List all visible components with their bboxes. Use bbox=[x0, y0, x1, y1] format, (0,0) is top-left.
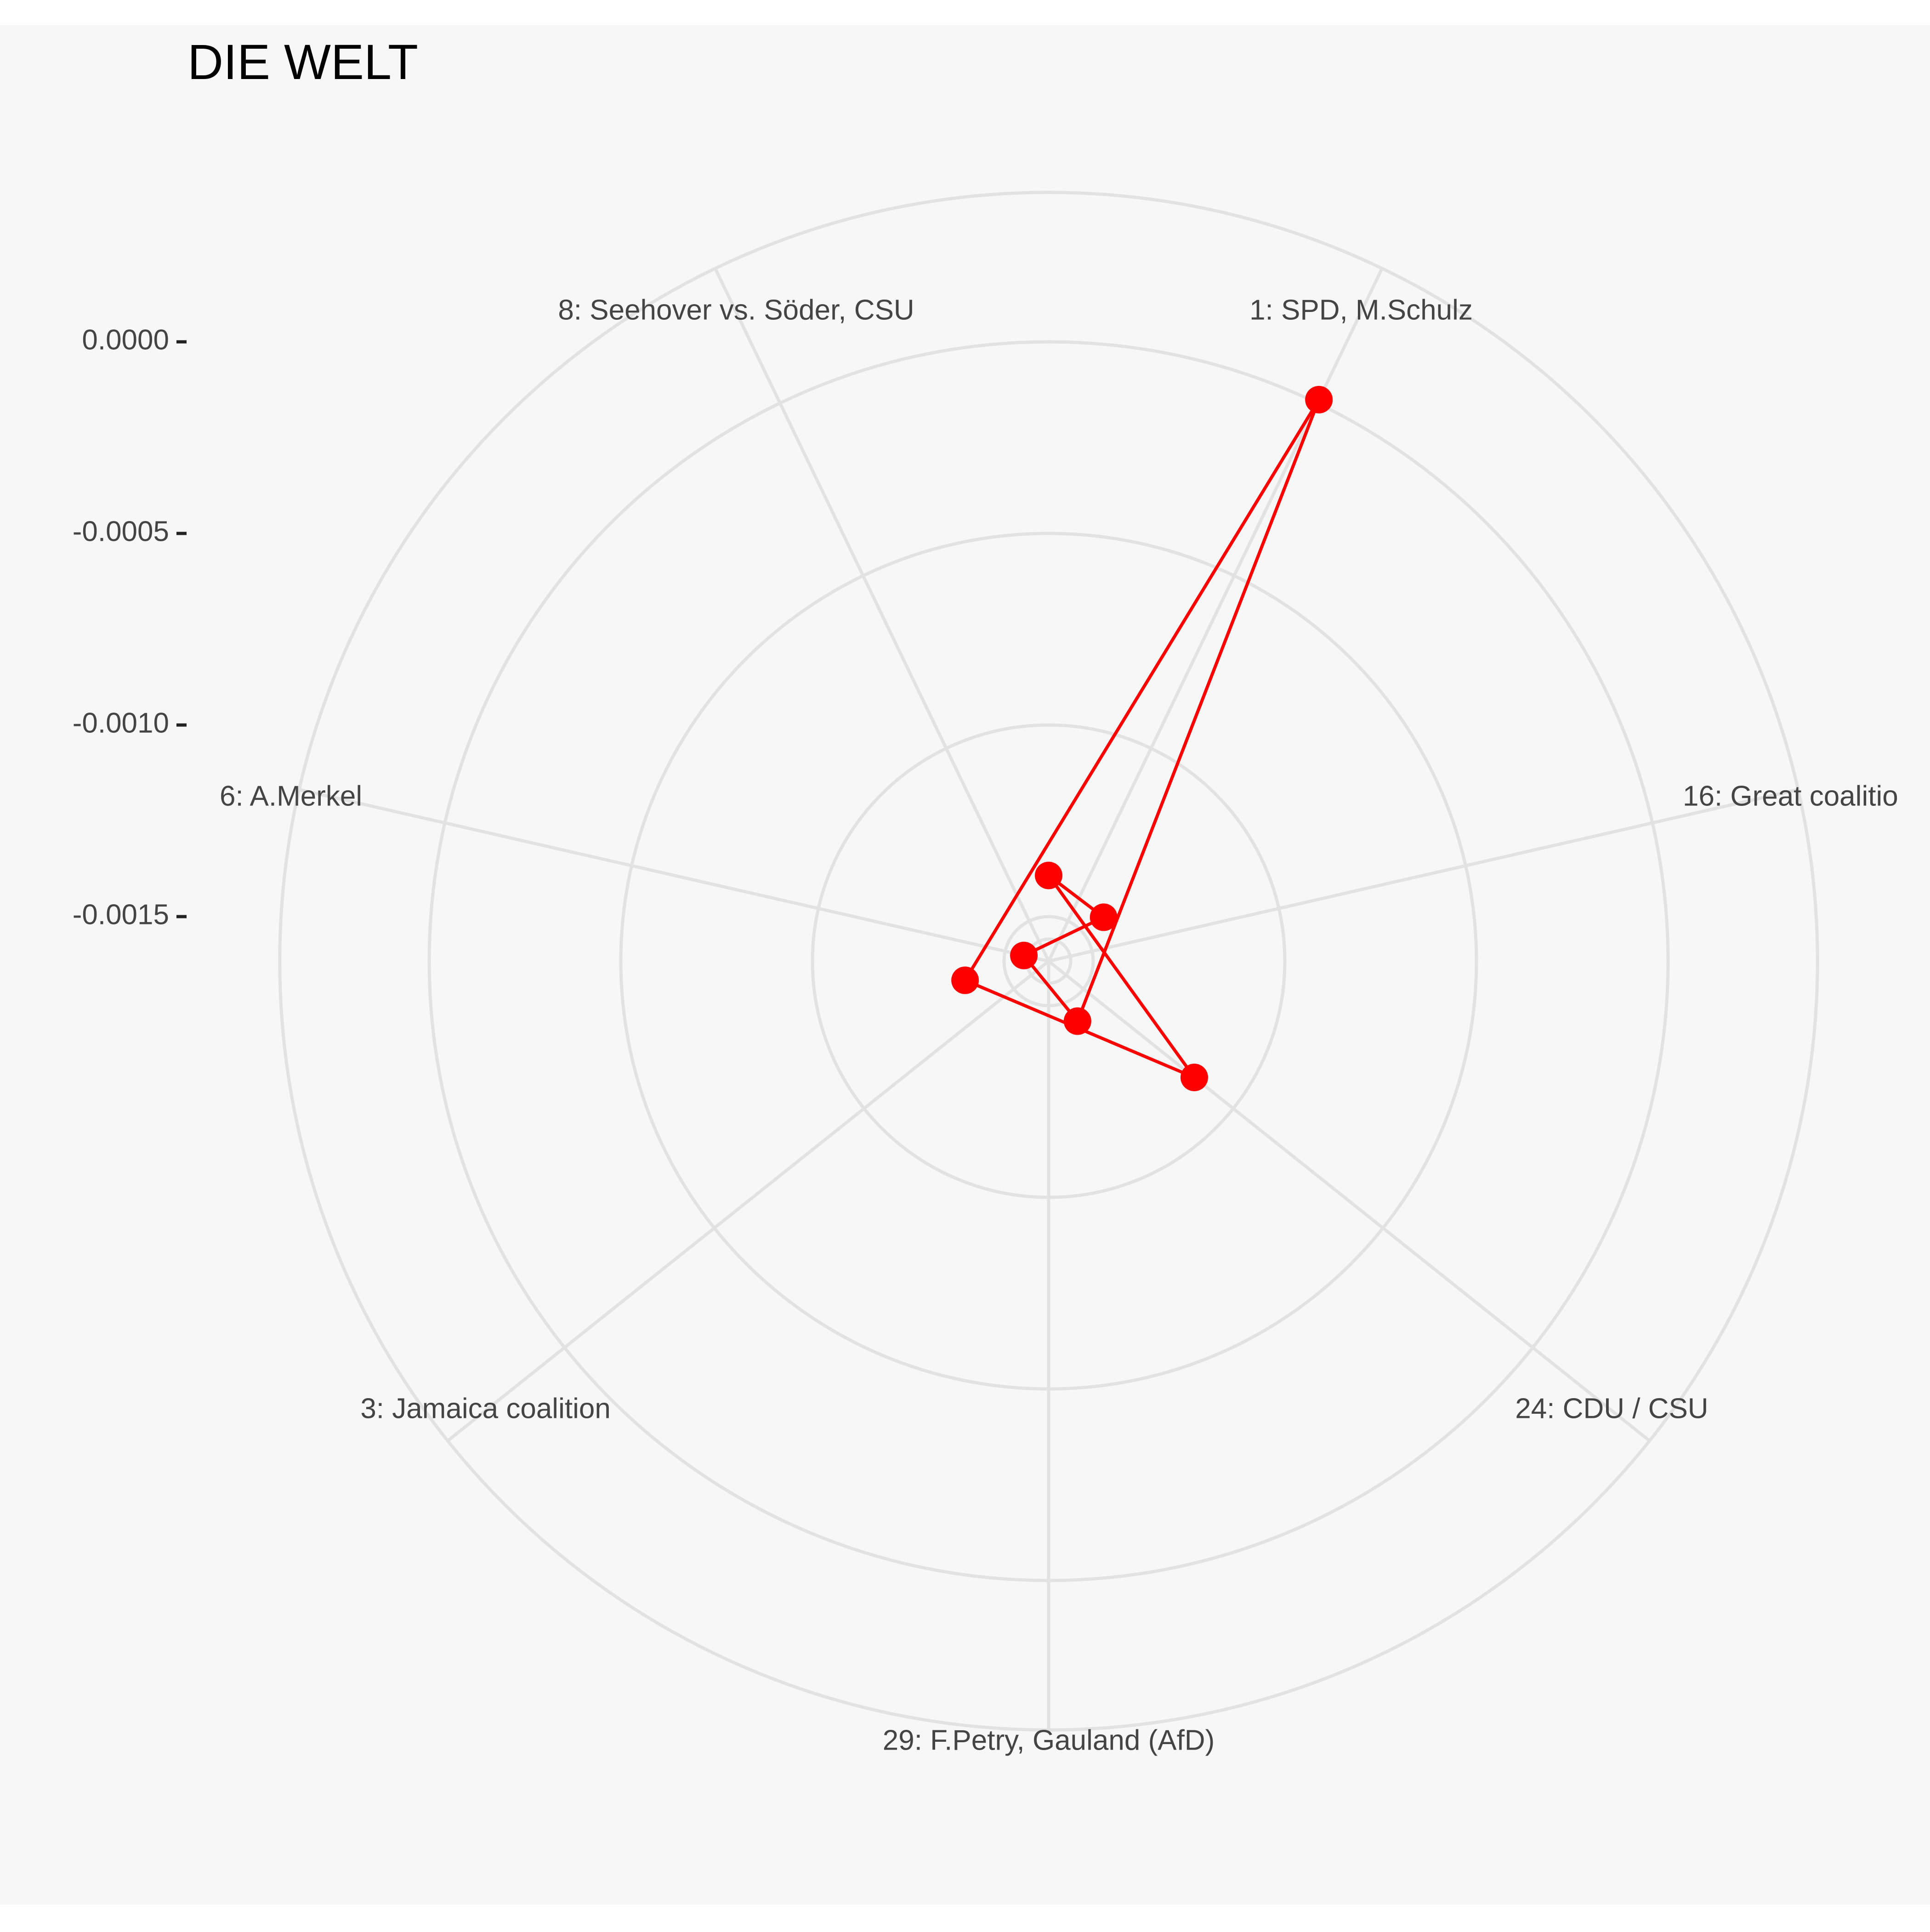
data-point bbox=[951, 966, 979, 994]
series-line bbox=[963, 398, 1321, 1079]
y-tick-label: -0.0005 bbox=[73, 516, 169, 547]
data-point bbox=[1180, 1064, 1208, 1092]
category-label: 3: Jamaica coalition bbox=[360, 1393, 611, 1425]
data-point bbox=[1305, 385, 1333, 414]
data-point bbox=[1063, 1007, 1091, 1035]
grid-spoke bbox=[1047, 960, 1651, 1442]
grid-spoke bbox=[1048, 788, 1799, 963]
data-point bbox=[1035, 861, 1062, 890]
y-tick-label: -0.0015 bbox=[73, 899, 169, 930]
y-tick-label: -0.0010 bbox=[73, 707, 169, 739]
grid-spoke bbox=[299, 788, 1049, 963]
grid-spoke bbox=[714, 267, 1050, 962]
y-tick-label: 0.0000 bbox=[82, 324, 169, 356]
y-axis: 0.0000 -0.0005 -0.0010 -0.0015 bbox=[73, 324, 187, 930]
grid-spoke bbox=[1047, 267, 1384, 962]
chart-background bbox=[0, 25, 1930, 1904]
category-label: 16: Great coalitio bbox=[1683, 780, 1898, 812]
data-point bbox=[1090, 903, 1118, 931]
grid-spoke bbox=[447, 960, 1050, 1442]
data-point bbox=[1010, 941, 1038, 969]
category-label: 1: SPD, M.Schulz bbox=[1249, 294, 1473, 326]
chart-title: DIE WELT bbox=[187, 34, 418, 90]
category-label: 29: F.Petry, Gauland (AfD) bbox=[883, 1724, 1215, 1756]
series-layer bbox=[951, 385, 1333, 1092]
category-label: 6: A.Merkel bbox=[220, 780, 362, 812]
category-labels: 1: SPD, M.Schulz 16: Great coalitio 24: CD… bbox=[220, 294, 1898, 1756]
grid-layer bbox=[278, 191, 1819, 1732]
category-label: 8: Seehover vs. Söder, CSU bbox=[558, 294, 914, 326]
category-label: 24: CDU / CSU bbox=[1515, 1393, 1708, 1425]
